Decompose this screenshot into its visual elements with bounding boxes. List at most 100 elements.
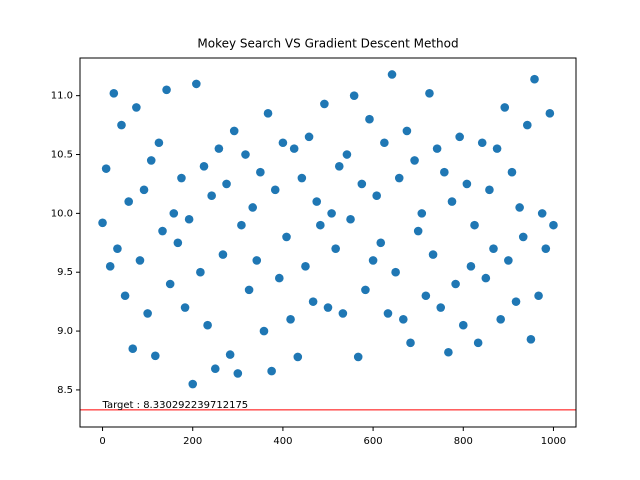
plot-frame xyxy=(79,57,577,428)
point xyxy=(410,156,419,165)
point xyxy=(489,244,498,253)
x-tick-label: 200 xyxy=(183,436,202,447)
point xyxy=(447,197,457,206)
point xyxy=(380,138,389,148)
point xyxy=(530,74,539,84)
point xyxy=(222,179,231,189)
point xyxy=(117,120,126,130)
x-tick-label: 0 xyxy=(99,436,105,447)
point xyxy=(184,214,194,224)
point xyxy=(154,138,164,148)
point xyxy=(282,232,291,242)
point xyxy=(203,320,212,330)
point xyxy=(515,203,524,212)
point xyxy=(188,379,198,389)
point xyxy=(177,173,186,183)
point xyxy=(346,214,355,224)
point xyxy=(436,303,446,312)
point xyxy=(526,335,536,344)
point xyxy=(259,326,269,336)
point xyxy=(304,132,314,142)
x-tick-label: 400 xyxy=(273,436,292,447)
point xyxy=(504,256,513,265)
point xyxy=(256,167,265,177)
point xyxy=(316,220,325,230)
point xyxy=(229,126,239,136)
point xyxy=(342,150,352,159)
chart-title: Mokey Search VS Gradient Descent Method xyxy=(197,37,458,51)
point xyxy=(267,366,276,376)
point xyxy=(263,109,273,118)
point xyxy=(105,262,115,271)
point xyxy=(462,179,472,189)
point xyxy=(477,138,487,148)
point xyxy=(413,226,423,236)
point xyxy=(466,262,476,271)
point xyxy=(286,315,295,324)
point xyxy=(113,244,122,253)
point xyxy=(173,238,183,248)
point xyxy=(237,220,246,230)
target-label: Target : 8.330292239712175 xyxy=(102,400,249,411)
point xyxy=(481,273,491,283)
point xyxy=(451,279,460,289)
point xyxy=(338,309,348,318)
point xyxy=(293,352,303,362)
point xyxy=(214,144,224,153)
point xyxy=(139,185,149,195)
point xyxy=(98,218,107,228)
point xyxy=(353,352,363,362)
point xyxy=(496,315,505,324)
y-tick-label: 9.0 xyxy=(57,326,73,337)
point xyxy=(151,351,160,361)
point xyxy=(383,309,393,318)
point xyxy=(244,285,254,295)
point xyxy=(534,291,543,301)
point xyxy=(158,226,167,236)
point xyxy=(241,150,250,159)
point xyxy=(199,161,209,171)
point xyxy=(425,89,434,98)
point xyxy=(312,197,322,206)
y-tick-label: 8.5 xyxy=(57,385,73,396)
point xyxy=(320,99,329,109)
point xyxy=(428,250,438,259)
point xyxy=(458,320,468,330)
point xyxy=(470,220,479,230)
point xyxy=(225,350,235,359)
point xyxy=(541,244,551,253)
point xyxy=(101,164,111,173)
y-tick-label: 10.0 xyxy=(51,208,73,219)
x-tick-label: 1000 xyxy=(541,436,566,447)
point xyxy=(327,209,336,218)
point xyxy=(349,91,359,100)
point xyxy=(440,167,449,177)
point xyxy=(391,267,400,277)
x-tick-label: 600 xyxy=(364,436,383,447)
point xyxy=(169,209,179,218)
point xyxy=(278,138,288,148)
point xyxy=(387,70,397,79)
x-tick-label: 800 xyxy=(454,436,473,447)
point xyxy=(128,344,138,354)
point xyxy=(518,232,528,242)
point xyxy=(357,179,367,189)
point xyxy=(331,244,340,253)
point xyxy=(444,347,453,357)
point xyxy=(233,369,243,378)
y-tick-label: 10.5 xyxy=(51,150,73,161)
point xyxy=(132,103,141,112)
point xyxy=(323,303,333,312)
point xyxy=(180,303,190,312)
point xyxy=(124,197,133,206)
point xyxy=(507,167,517,177)
point xyxy=(376,238,386,248)
point xyxy=(192,79,201,89)
point xyxy=(135,256,145,265)
point xyxy=(207,191,216,201)
point xyxy=(511,297,521,306)
point xyxy=(297,173,307,183)
point xyxy=(146,156,156,165)
point xyxy=(406,338,415,348)
